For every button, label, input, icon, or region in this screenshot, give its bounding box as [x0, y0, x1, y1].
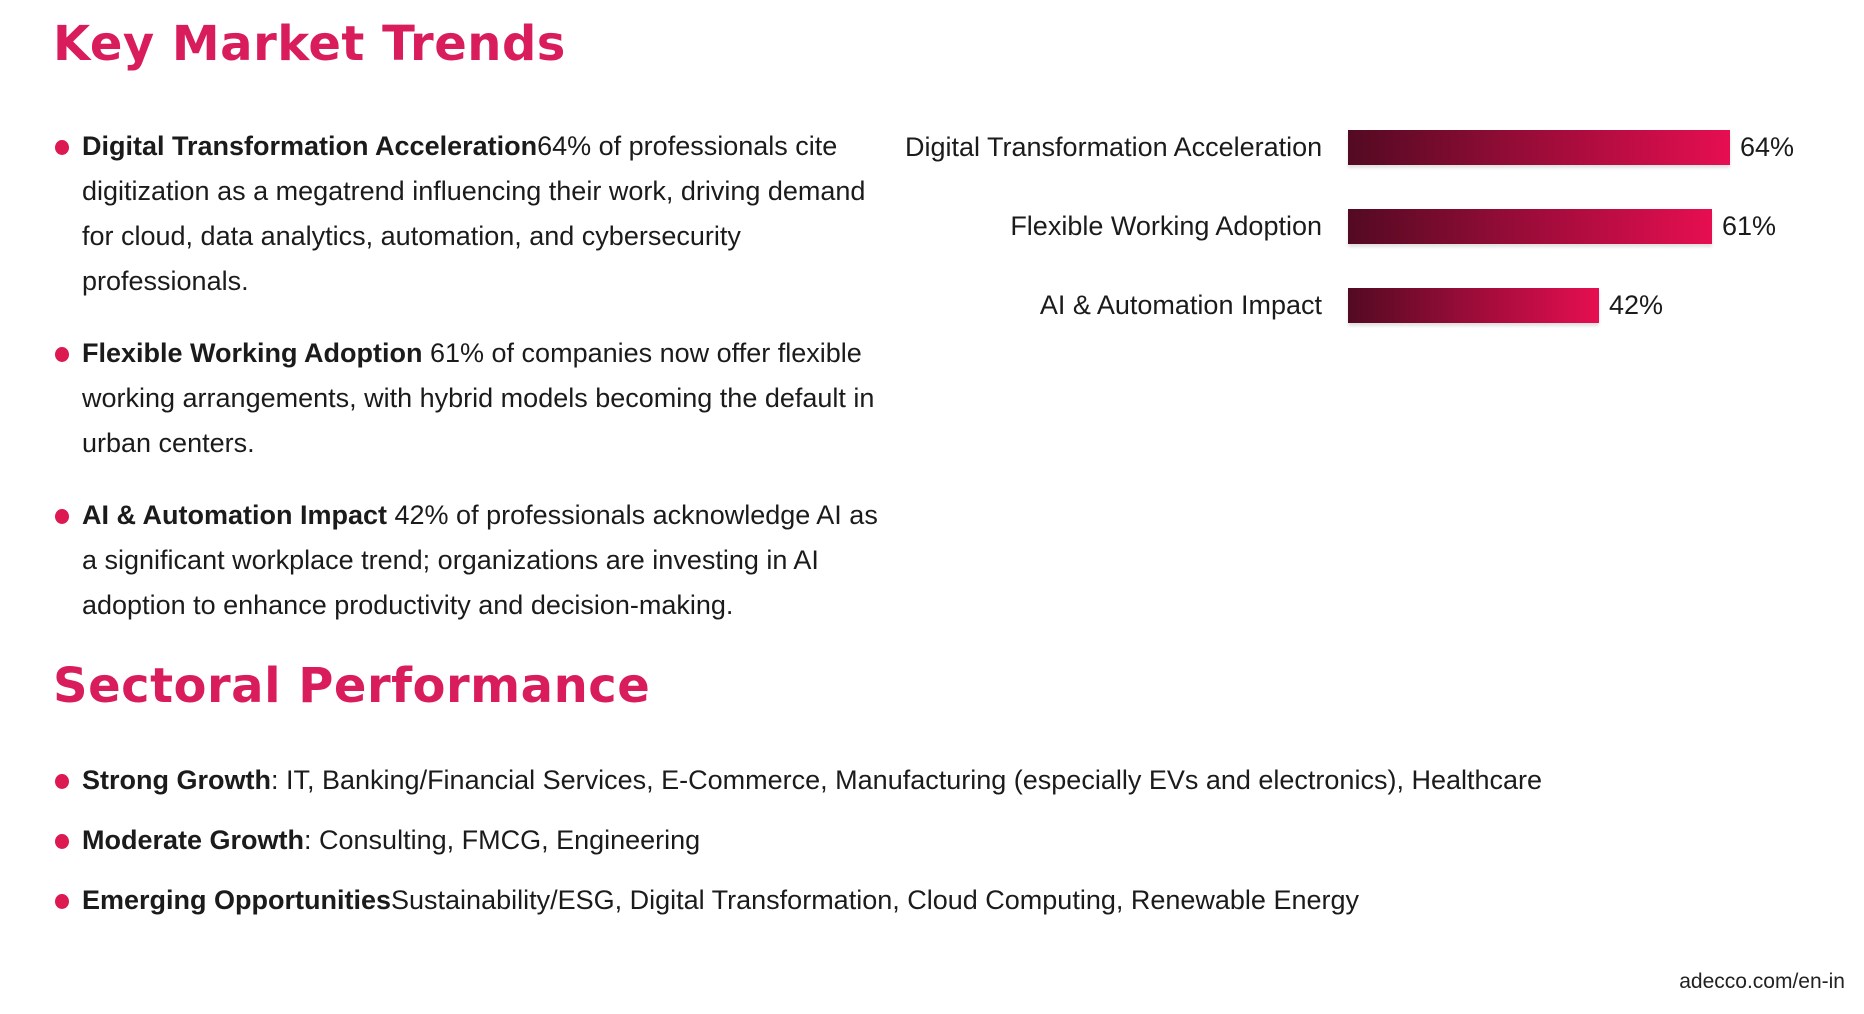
chart-bar: [1348, 130, 1730, 165]
bullet-text: 64% of professionals cite digitization a…: [82, 131, 866, 296]
chart-value-label: 42%: [1609, 290, 1664, 320]
bullet-text: : IT, Banking/Financial Services, E-Comm…: [270, 765, 1543, 795]
trends-bar-chart: Digital Transformation Acceleration 64% …: [905, 130, 1845, 367]
bullet-dot-icon: [55, 894, 69, 909]
chart-category-label: Flexible Working Adoption: [1010, 211, 1322, 241]
bullet-term: Moderate Growth: [82, 825, 305, 855]
chart-row: Digital Transformation Acceleration 64%: [905, 130, 1845, 165]
bullet-term: AI & Automation Impact: [82, 500, 388, 530]
chart-bar: [1348, 288, 1599, 323]
list-item: AI & Automation Impact 42% of profession…: [55, 493, 885, 628]
list-item: Emerging OpportunitiesSustainability/ESG…: [55, 878, 1715, 922]
chart-bar: [1348, 209, 1712, 244]
list-item: Digital Transformation Acceleration64% o…: [55, 124, 885, 304]
chart-value-label: 61%: [1722, 211, 1777, 241]
bullet-term: Strong Growth: [82, 765, 271, 795]
bullet-dot-icon: [55, 774, 69, 789]
sectoral-performance-list: Strong Growth: IT, Banking/Financial Ser…: [55, 758, 1715, 938]
chart-value-label: 64%: [1740, 132, 1795, 162]
bullet-term: Flexible Working Adoption: [82, 338, 423, 368]
bullet-dot-icon: [55, 347, 69, 362]
bullet-text: Sustainability/ESG, Digital Transformati…: [391, 885, 1359, 915]
bullet-dot-icon: [55, 509, 69, 524]
bullet-term: Emerging Opportunities: [82, 885, 392, 915]
chart-row: Flexible Working Adoption 61%: [905, 209, 1845, 244]
list-item: Strong Growth: IT, Banking/Financial Ser…: [55, 758, 1715, 802]
chart-category-label: AI & Automation Impact: [1039, 290, 1322, 320]
bullet-text: 42% of professionals acknowledge AI as a…: [82, 500, 878, 620]
chart-row: AI & Automation Impact 42%: [905, 288, 1845, 323]
list-item: Moderate Growth: Consulting, FMCG, Engin…: [55, 818, 1715, 862]
footer-website-url: adecco.com/en-in: [1679, 970, 1845, 993]
bullet-text: 61% of companies now offer flexible work…: [82, 338, 875, 458]
sectoral-performance-title: Sectoral Performance: [53, 658, 651, 714]
chart-category-label: Digital Transformation Acceleration: [905, 132, 1323, 162]
bullet-text: : Consulting, FMCG, Engineering: [304, 825, 701, 855]
bullet-term: Digital Transformation Acceleration: [82, 131, 538, 161]
bullet-dot-icon: [55, 834, 69, 849]
list-item: Flexible Working Adoption 61% of compani…: [55, 331, 885, 466]
key-market-trends-list: Digital Transformation Acceleration64% o…: [55, 124, 885, 655]
key-market-trends-title: Key Market Trends: [53, 16, 566, 72]
bullet-dot-icon: [55, 140, 69, 155]
